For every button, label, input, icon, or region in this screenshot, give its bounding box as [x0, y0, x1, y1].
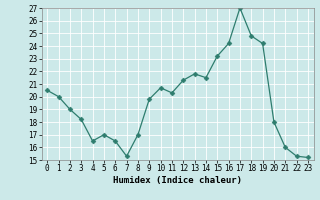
X-axis label: Humidex (Indice chaleur): Humidex (Indice chaleur) — [113, 176, 242, 185]
